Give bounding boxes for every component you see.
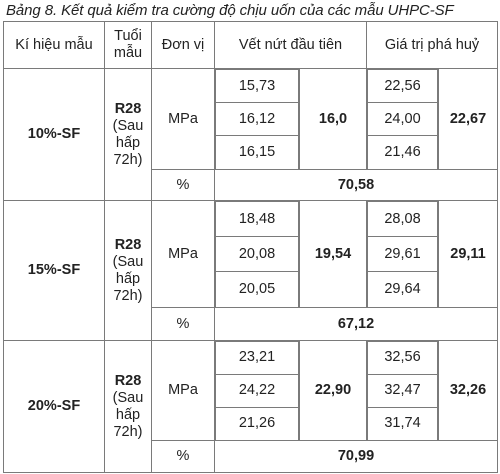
- table-row: 20%-SF R28 (Sau hấp 72h) MPa 23,21 24,22…: [3, 340, 499, 473]
- age-cell: R28 (Sau hấp 72h): [104, 68, 152, 201]
- sample-id-cell: 20%-SF: [3, 340, 105, 473]
- fail-value: 24,00: [367, 102, 439, 137]
- crack-values-cell: 18,48 20,08 20,05: [214, 200, 300, 308]
- unit-cell: %: [151, 169, 215, 201]
- age-code: R28: [114, 236, 142, 253]
- header-age: Tuổi mẫu: [104, 21, 152, 69]
- fail-average: 32,26: [438, 340, 499, 441]
- table-row: 15%-SF R28 (Sau hấp 72h) MPa 18,48 20,08…: [3, 200, 499, 341]
- fail-value: 31,74: [367, 406, 439, 440]
- crack-value: 24,22: [215, 373, 299, 408]
- fail-value: 32,56: [367, 341, 439, 375]
- age-code: R28: [114, 372, 142, 389]
- table-caption: Bảng 8. Kết quả kiểm tra cường độ chịu u…: [6, 2, 454, 19]
- unit-cell: MPa: [151, 200, 215, 308]
- header-sample-id: Kí hiệu mẫu: [3, 21, 105, 69]
- fail-values-cell: 22,56 24,00 21,46: [366, 68, 440, 170]
- crack-values-cell: 15,73 16,12 16,15: [214, 68, 300, 170]
- crack-value: 21,26: [215, 406, 299, 440]
- crack-value: 16,15: [215, 135, 299, 169]
- fail-average: 29,11: [438, 200, 499, 308]
- crack-value: 15,73: [215, 68, 299, 104]
- percent-value: 67,12: [213, 307, 499, 341]
- header-unit: Đơn vị: [151, 21, 215, 69]
- header-row: Kí hiệu mẫu Tuổi mẫu Đơn vị Vết nứt đầu …: [3, 21, 499, 69]
- unit-cell: MPa: [151, 68, 215, 170]
- sample-id-cell: 10%-SF: [3, 68, 105, 201]
- crack-value: 23,21: [215, 341, 299, 375]
- fail-value: 29,61: [367, 236, 439, 273]
- header-first-crack: Vết nứt đầu tiên: [213, 21, 368, 69]
- age-note: (Sau hấp 72h): [112, 117, 144, 168]
- fail-values-cell: 32,56 32,47 31,74: [366, 340, 440, 441]
- table-row: % 67,12: [4, 307, 499, 341]
- fail-value: 32,47: [367, 373, 439, 408]
- age-note: (Sau hấp 72h): [112, 389, 144, 440]
- percent-value: 70,99: [213, 440, 499, 473]
- percent-value: 70,58: [213, 169, 499, 201]
- fail-values-cell: 28,08 29,61 29,64: [366, 200, 440, 308]
- unit-cell: %: [151, 307, 215, 341]
- fail-average: 22,67: [438, 68, 499, 170]
- crack-average: 16,0: [298, 68, 368, 170]
- table-row: % 70,58: [4, 169, 499, 201]
- age-note: (Sau hấp 72h): [112, 253, 144, 304]
- table-row: 10%-SF R28 (Sau hấp 72h) MPa 15,73 16,12…: [3, 68, 499, 201]
- table-row: % 70,99: [4, 440, 499, 473]
- unit-cell: %: [151, 440, 215, 473]
- unit-cell: MPa: [151, 340, 215, 441]
- crack-value: 20,08: [215, 236, 299, 273]
- results-table: Kí hiệu mẫu Tuổi mẫu Đơn vị Vết nứt đầu …: [3, 21, 499, 473]
- crack-average: 22,90: [298, 340, 368, 441]
- age-cell: R28 (Sau hấp 72h): [104, 340, 152, 473]
- crack-values-cell: 23,21 24,22 21,26: [214, 340, 300, 441]
- age-cell: R28 (Sau hấp 72h): [104, 200, 152, 341]
- fail-value: 21,46: [367, 135, 439, 169]
- header-failure: Giá trị phá huỷ: [366, 21, 499, 69]
- crack-value: 20,05: [215, 271, 299, 307]
- fail-value: 22,56: [367, 68, 439, 104]
- crack-value: 18,48: [215, 200, 299, 238]
- crack-average: 19,54: [298, 200, 368, 308]
- fail-value: 28,08: [367, 200, 439, 238]
- fail-value: 29,64: [367, 271, 439, 307]
- sample-id-cell: 15%-SF: [3, 200, 105, 341]
- crack-value: 16,12: [215, 102, 299, 137]
- age-code: R28: [114, 100, 142, 117]
